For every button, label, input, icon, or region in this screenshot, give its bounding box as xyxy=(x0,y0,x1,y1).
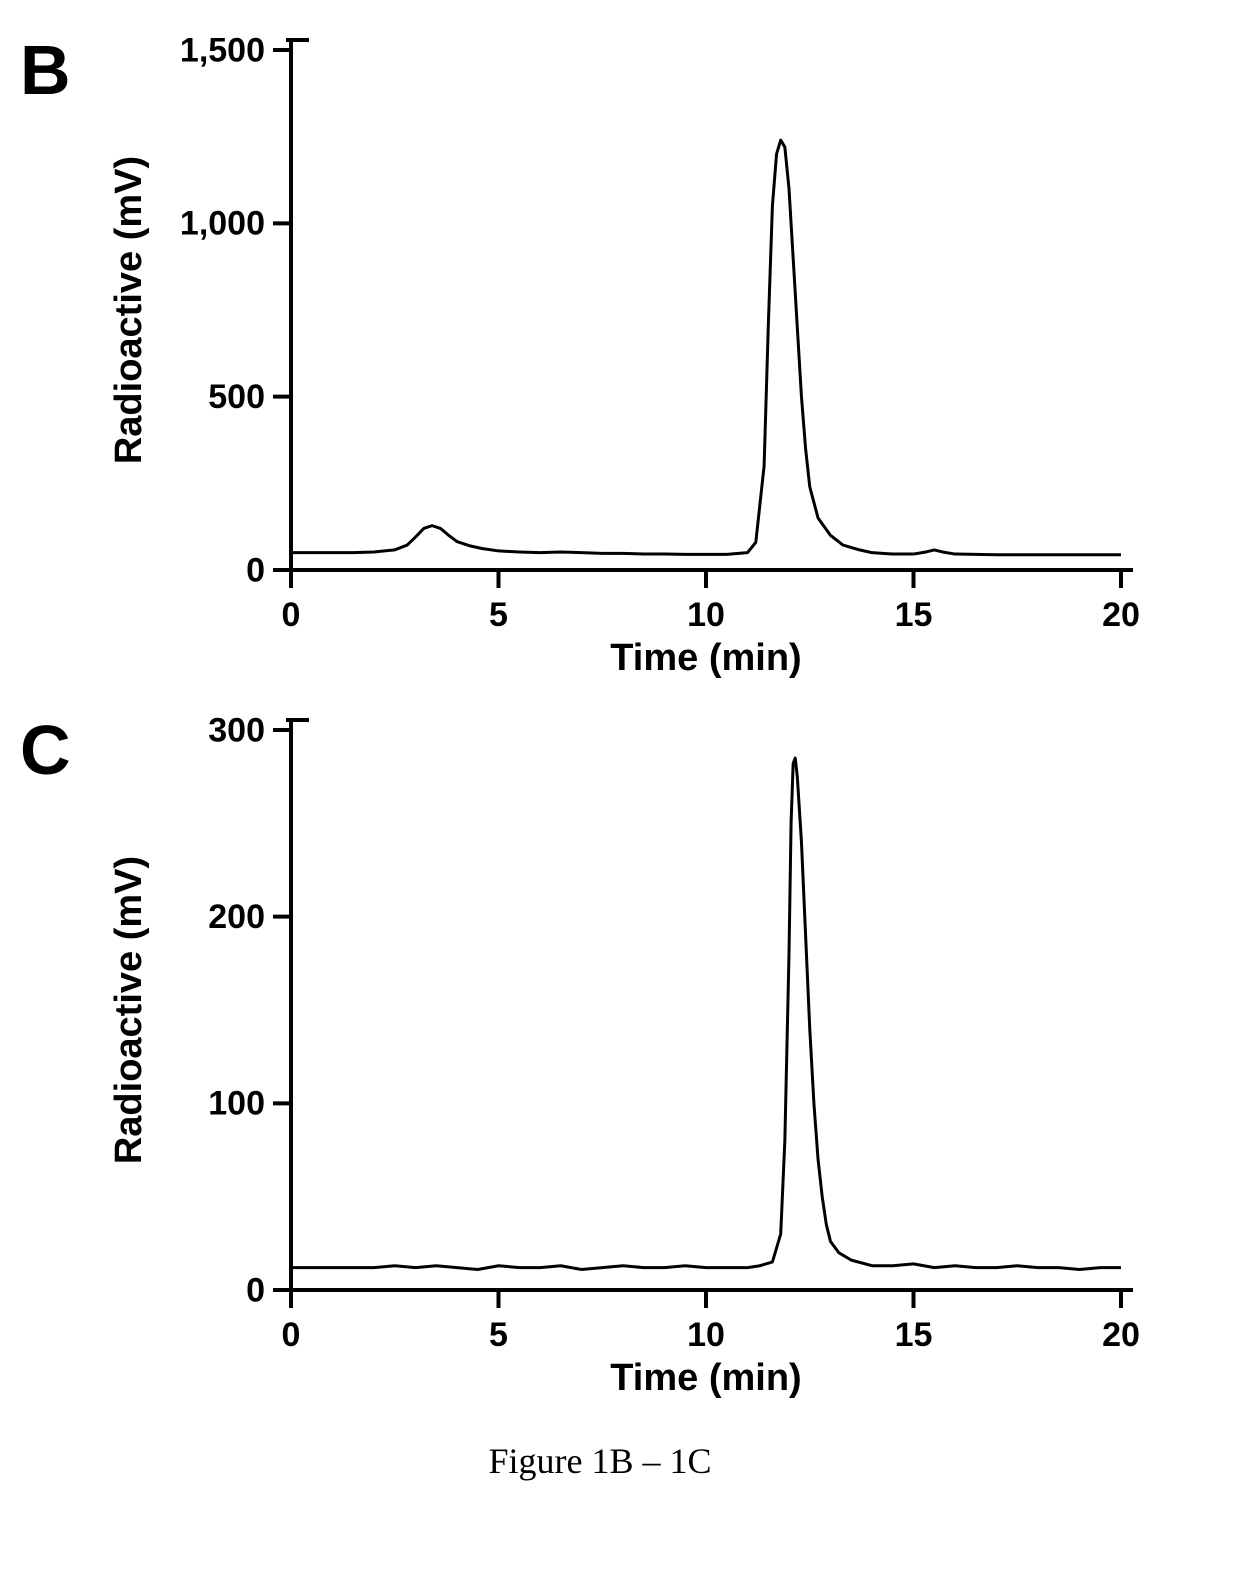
panel-c-chart: 051015200100200300Time (min)Radioactive … xyxy=(91,700,1180,1420)
svg-text:Time (min): Time (min) xyxy=(610,637,801,679)
panel-c: C 051015200100200300Time (min)Radioactiv… xyxy=(20,700,1180,1420)
svg-text:0: 0 xyxy=(246,551,265,589)
figure-container: B 0510152005001,0001,500Time (min)Radioa… xyxy=(0,0,1240,1573)
svg-text:300: 300 xyxy=(208,711,265,749)
svg-text:Radioactive (mV): Radioactive (mV) xyxy=(108,156,150,464)
svg-text:0: 0 xyxy=(246,1271,265,1309)
svg-text:1,500: 1,500 xyxy=(179,31,264,69)
svg-text:1,000: 1,000 xyxy=(179,205,264,243)
svg-text:10: 10 xyxy=(687,596,725,634)
svg-text:20: 20 xyxy=(1102,1316,1140,1354)
svg-text:0: 0 xyxy=(281,1316,300,1354)
panel-b: B 0 5 10 15 20 0 500 1,000 1,500 Time (min) Radioa… xyxy=(20,20,1180,700)
svg-text:5: 5 xyxy=(489,1316,508,1354)
svg-text:Radioactive (mV): Radioactive (mV) xyxy=(108,856,150,1164)
svg-text:0: 0 xyxy=(281,596,300,634)
figure-caption: Figure 1B – 1C xyxy=(20,1440,1180,1482)
svg-text:500: 500 xyxy=(208,378,265,416)
svg-text:20: 20 xyxy=(1102,596,1140,634)
svg-text:15: 15 xyxy=(894,596,932,634)
panel-b-chart: 0 5 10 15 20 0 500 1,000 1,500 Time (min) Radioact… xyxy=(91,20,1180,700)
svg-text:15: 15 xyxy=(894,1316,932,1354)
panel-c-label: C xyxy=(20,710,71,790)
svg-text:10: 10 xyxy=(687,1316,725,1354)
panel-b-label: B xyxy=(20,30,71,110)
svg-text:5: 5 xyxy=(489,596,508,634)
panel-b-svg: 0 5 10 15 20 0 500 1,000 1,500 Time (min) Radioact… xyxy=(91,20,1151,700)
svg-text:200: 200 xyxy=(208,898,265,936)
svg-text:Time (min): Time (min) xyxy=(610,1357,801,1399)
svg-text:100: 100 xyxy=(208,1085,265,1123)
panel-c-svg: 051015200100200300Time (min)Radioactive … xyxy=(91,700,1151,1420)
